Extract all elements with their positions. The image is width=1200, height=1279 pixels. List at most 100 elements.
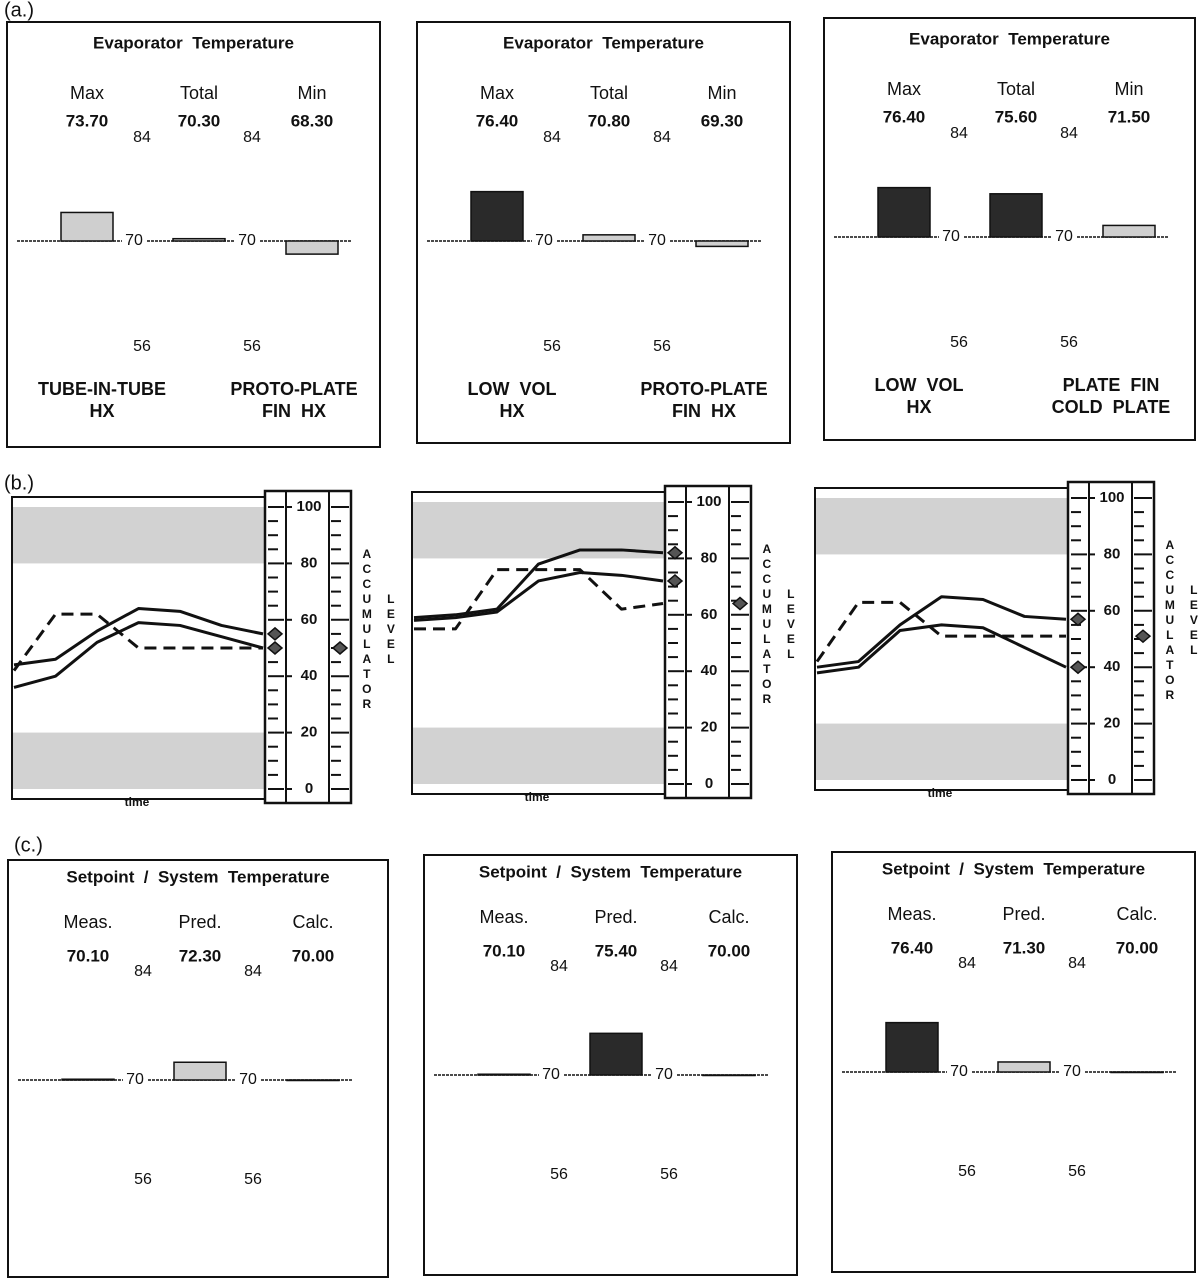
device-name: TUBE-IN-TUBE: [38, 379, 166, 399]
y-tick-label: 20: [1104, 715, 1121, 732]
y-tick-label: 20: [301, 724, 318, 741]
gauge-marker: [1069, 612, 1087, 627]
gauge-marker: [1134, 629, 1152, 644]
bar: [702, 1074, 756, 1077]
gauge-label: LEVEL: [384, 592, 398, 667]
gauge-label: LEVEL: [784, 587, 798, 662]
panel-frame: [423, 854, 798, 1276]
device-name: HX: [89, 401, 114, 421]
bar: [470, 190, 524, 242]
column-label: Total: [180, 83, 218, 103]
column-label: Min: [297, 83, 326, 103]
section-label: (b.): [4, 472, 34, 494]
trend-line: [816, 595, 1067, 669]
column-label: Min: [1114, 79, 1143, 99]
device-name: PLATE FIN: [1063, 375, 1160, 395]
panel-frame: [831, 851, 1196, 1273]
scale-center-label: 70: [535, 232, 553, 249]
device-name: HX: [906, 397, 931, 417]
scale-min-label: 56: [550, 1166, 568, 1183]
scale-max-label: 84: [543, 129, 561, 146]
y-tick-label: 100: [1099, 489, 1124, 506]
scale-min-label: 56: [243, 338, 261, 355]
bar: [997, 1061, 1051, 1073]
column-label: Meas.: [63, 912, 112, 932]
column-label: Meas.: [887, 904, 936, 924]
value-label: 75.60: [995, 107, 1038, 126]
shaded-range: [413, 727, 664, 784]
gauge-marker: [266, 626, 284, 641]
scale-max-label: 84: [950, 125, 968, 142]
value-label: 76.40: [891, 938, 934, 957]
column-label: Calc.: [292, 912, 333, 932]
value-label: 76.40: [476, 111, 519, 130]
scale-center-label: 70: [655, 1066, 673, 1083]
scale-min-label: 56: [543, 338, 561, 355]
scale-max-label: 84: [550, 958, 568, 975]
y-tick-label: 80: [1104, 545, 1121, 562]
y-tick-label: 40: [701, 662, 718, 679]
scale-max-label: 84: [653, 129, 671, 146]
device-name: COLD PLATE: [1052, 397, 1171, 417]
scale-max-label: 84: [1060, 125, 1078, 142]
scale-max-label: 84: [1068, 955, 1086, 972]
bar: [885, 1021, 939, 1073]
trend-line: [413, 571, 664, 622]
column-label: Total: [590, 83, 628, 103]
gauge-label: LEVEL: [1187, 583, 1200, 658]
value-label: 69.30: [701, 111, 744, 130]
scale-center-label: 70: [1063, 1063, 1081, 1080]
y-tick-label: 0: [305, 780, 313, 797]
bar: [877, 186, 931, 238]
scale-max-label: 84: [134, 963, 152, 980]
y-tick-label: 40: [1104, 658, 1121, 675]
y-tick-label: 60: [701, 606, 718, 623]
bar: [589, 1032, 643, 1076]
gauge-label: ACCUMULATOR: [360, 547, 374, 712]
value-label: 75.40: [595, 941, 638, 960]
bar: [477, 1073, 531, 1076]
trend-line: [815, 600, 1066, 663]
bar: [285, 240, 339, 255]
bar: [172, 237, 226, 242]
bar: [1110, 1071, 1164, 1074]
y-tick-label: 0: [1108, 771, 1116, 788]
column-label: Total: [997, 79, 1035, 99]
panel-title: Setpoint / System Temperature: [479, 862, 742, 881]
bar: [1102, 224, 1156, 238]
scale-min-label: 56: [653, 338, 671, 355]
shaded-range: [816, 498, 1067, 555]
panel-frame: [416, 21, 791, 444]
panel-title: Setpoint / System Temperature: [66, 867, 329, 886]
scale-max-label: 84: [133, 129, 151, 146]
x-axis-label: time: [125, 795, 150, 809]
bar: [989, 193, 1043, 238]
panel-frame: [7, 859, 389, 1278]
section-label: (a.): [4, 0, 34, 21]
value-label: 70.80: [588, 111, 631, 130]
y-tick-label: 20: [701, 719, 718, 736]
y-tick-label: 100: [296, 498, 321, 515]
y-tick-label: 80: [701, 549, 718, 566]
gauge-label: ACCUMULATOR: [1163, 538, 1177, 703]
column-label: Pred.: [1002, 904, 1045, 924]
device-name: HX: [499, 401, 524, 421]
trend-line: [12, 612, 263, 672]
scale-center-label: 70: [126, 1071, 144, 1088]
column-label: Pred.: [594, 907, 637, 927]
gauge-marker: [1069, 660, 1087, 675]
value-label: 70.10: [67, 946, 110, 965]
column-label: Pred.: [178, 912, 221, 932]
panel-title: Evaporator Temperature: [909, 29, 1110, 48]
scale-center-label: 70: [942, 228, 960, 245]
shaded-range: [816, 723, 1067, 780]
value-label: 73.70: [66, 111, 109, 130]
y-tick-label: 100: [696, 493, 721, 510]
scale-max-label: 84: [243, 129, 261, 146]
trend-line: [414, 568, 664, 631]
value-label: 76.40: [883, 107, 926, 126]
bar: [61, 1078, 115, 1081]
panel-title: Setpoint / System Temperature: [882, 859, 1145, 878]
scale-min-label: 56: [134, 1171, 152, 1188]
